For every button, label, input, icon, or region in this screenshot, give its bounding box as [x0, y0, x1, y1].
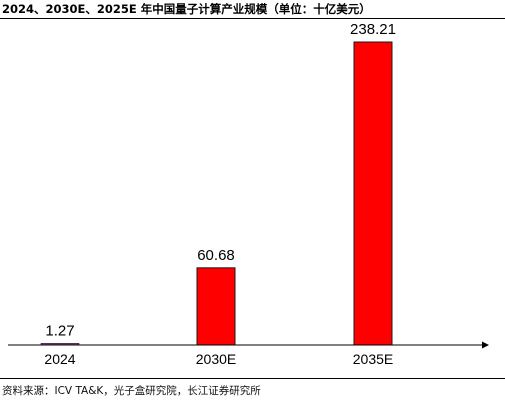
chart-title: 2024、2030E、2025E 年中国量子计算产业规模（单位：十亿美元）: [2, 2, 371, 16]
bar-2035e: [353, 41, 393, 346]
value-label-2030e: 60.68: [197, 247, 235, 264]
source-note: 资料来源：ICV TA&K，光子盒研究院，长江证券研究所: [2, 385, 261, 397]
top-rule: [0, 18, 505, 19]
labels-group: 1.27 2024 60.68 2030E 238.21 2035E: [44, 21, 396, 367]
x-tick-label-2024: 2024: [44, 351, 75, 367]
bar-2030e: [196, 267, 236, 346]
bars-group: [40, 41, 393, 346]
x-axis-arrow: [482, 341, 489, 349]
value-label-2024: 1.27: [45, 322, 74, 339]
x-tick-label-2030e: 2030E: [196, 351, 236, 367]
bottom-rule: [0, 378, 505, 379]
x-tick-label-2035e: 2035E: [353, 351, 393, 367]
value-label-2035e: 238.21: [350, 21, 396, 38]
